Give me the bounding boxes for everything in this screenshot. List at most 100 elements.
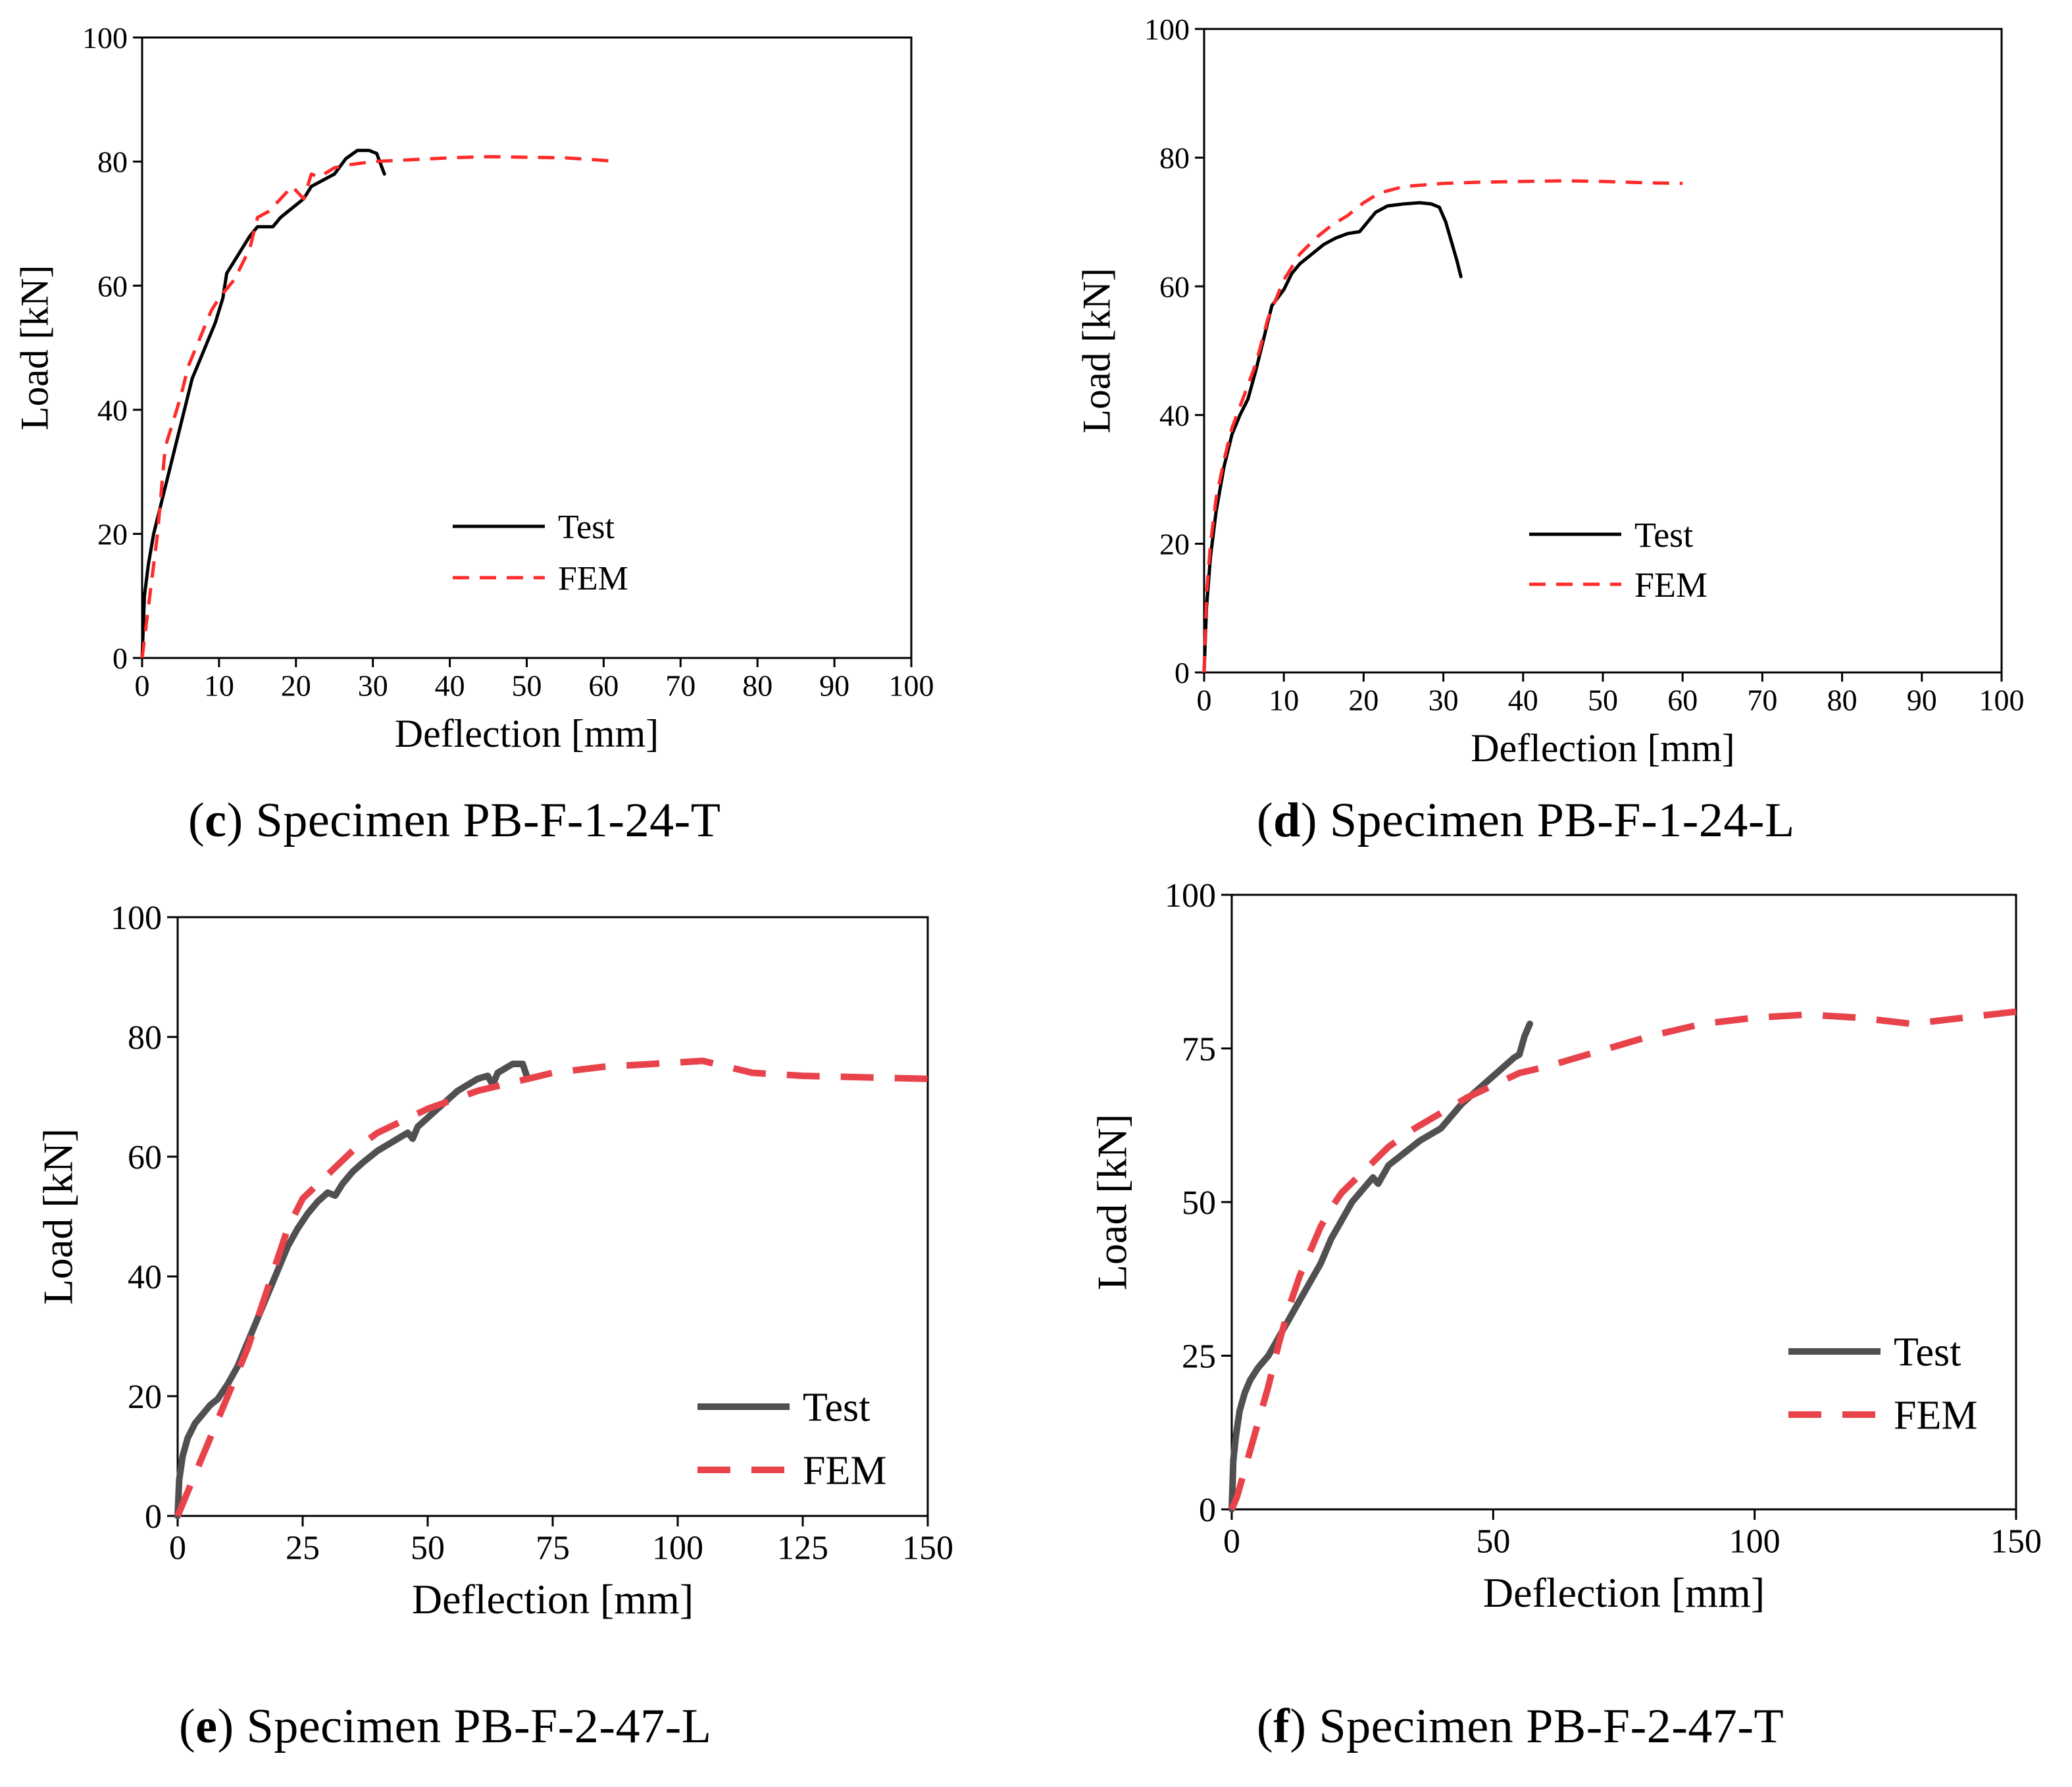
legend-label-fem: FEM <box>803 1449 886 1494</box>
panel-e: 0 25 50 75 100 125 150 0 20 40 60 80 100 Deflection [… <box>0 868 1036 1787</box>
chart-c-x-tick-label: 20 <box>281 669 311 703</box>
caption-f: (f) Specimen PB-F-2-47-T <box>1257 1699 1784 1753</box>
chart-e-x-tick-label: 100 <box>652 1529 703 1567</box>
chart-c-x-tick-label: 80 <box>742 669 772 703</box>
chart-e-y-axis-title: Load [kN] <box>35 1128 82 1305</box>
chart-d-x-tick-label: 10 <box>1269 684 1299 717</box>
chart-d-x-tick-label: 100 <box>1979 684 2025 717</box>
chart-c-y-tick-label: 20 <box>97 518 128 551</box>
chart-f-x-tick-label: 150 <box>1990 1523 2042 1560</box>
chart-e: 0 25 50 75 100 125 150 0 20 40 60 80 100 Deflection [… <box>35 899 953 1623</box>
chart-e-y-tick-label: 20 <box>128 1378 162 1416</box>
chart-e-y-tick-label: 80 <box>128 1019 162 1057</box>
chart-e-series-test-line <box>174 1061 531 1519</box>
chart-e-x-tick-label: 50 <box>411 1529 445 1567</box>
caption-e: (e) Specimen PB-F-2-47-L <box>179 1699 712 1753</box>
chart-c-plot-frame <box>141 36 913 659</box>
chart-d-y-tick-label: 20 <box>1159 528 1190 561</box>
caption-text: Specimen PB-F-2-47-L <box>246 1699 712 1753</box>
chart-c-y-axis-title: Load [kN] <box>13 265 56 431</box>
chart-d-x-tick-label: 70 <box>1747 684 1777 717</box>
chart-f: 0 50 100 150 0 25 50 75 100 Deflection [mm] Load [… <box>1089 877 2042 1616</box>
chart-c-y-tick-label: 60 <box>97 269 128 303</box>
chart-e-y-tick-label: 40 <box>128 1259 162 1296</box>
chart-e-x-tick-label: 125 <box>777 1529 828 1567</box>
chart-c-x-tick-label: 70 <box>665 669 695 703</box>
chart-f-x-tick-label: 50 <box>1476 1523 1510 1560</box>
chart-d-y-tick-label: 40 <box>1159 399 1190 432</box>
chart-c-x-tick-label: 0 <box>135 669 150 703</box>
chart-c-y-tick-label: 40 <box>97 393 128 427</box>
chart-d-y-tick-label: 60 <box>1159 270 1190 303</box>
chart-f-series-test-line <box>1228 1020 1533 1513</box>
chart-d-x-tick-label: 0 <box>1197 684 1212 717</box>
chart-c-x-tick-label: 30 <box>358 669 388 703</box>
chart-f-y-tick-label: 100 <box>1165 877 1216 915</box>
chart-f-y-axis-title: Load [kN] <box>1089 1114 1136 1290</box>
chart-e-x-axis-title: Deflection [mm] <box>412 1576 694 1623</box>
chart-f-x-tick-label: 0 <box>1223 1523 1240 1560</box>
chart-d-x-tick-label: 90 <box>1907 684 1937 717</box>
legend-label-fem: FEM <box>558 560 628 597</box>
chart-e-series-fem-line <box>174 1057 928 1517</box>
chart-d: 0 10 20 30 40 50 60 70 80 90 100 0 20 40 60 80 100 Deflec… <box>1074 13 2025 770</box>
chart-d-x-tick-label: 40 <box>1508 684 1538 717</box>
chart-d-y-tick-label: 80 <box>1159 141 1190 175</box>
chart-f-x-axis-title: Deflection [mm] <box>1483 1569 1765 1616</box>
chart-d-series-test-line <box>1202 201 1463 674</box>
chart-d-x-tick-label: 30 <box>1428 684 1459 717</box>
chart-f-y-tick-label: 25 <box>1182 1338 1216 1376</box>
chart-e-y-tick-label: 60 <box>128 1139 162 1176</box>
chart-d-y-tick-label: 100 <box>1144 13 1190 46</box>
caption-letter: c <box>205 793 227 847</box>
caption-letter: d <box>1273 793 1301 847</box>
chart-e-x-tick-label: 25 <box>286 1529 320 1567</box>
chart-f-x-tick-label: 100 <box>1729 1523 1781 1560</box>
chart-c-x-tick-label: 50 <box>512 669 542 703</box>
chart-d-x-tick-label: 80 <box>1827 684 1857 717</box>
caption-c: (c) Specimen PB-F-1-24-T <box>188 793 721 847</box>
chart-c-x-tick-label: 100 <box>889 669 934 703</box>
chart-c-x-tick-label: 40 <box>435 669 465 703</box>
chart-e-x-tick-label: 75 <box>536 1529 570 1567</box>
chart-d-y-axis-title: Load [kN] <box>1074 268 1118 434</box>
chart-c-y-tick-label: 100 <box>82 21 128 55</box>
chart-d-x-axis-title: Deflection [mm] <box>1471 726 1735 770</box>
panel-d: 0 10 20 30 40 50 60 70 80 90 100 0 20 40 60 80 100 Deflec… <box>1036 0 2072 868</box>
chart-d-x-tick-label: 20 <box>1348 684 1378 717</box>
legend-label-test: Test <box>1634 515 1693 555</box>
caption-text: Specimen PB-F-2-47-T <box>1319 1699 1784 1753</box>
chart-d-x-tick-label: 60 <box>1667 684 1698 717</box>
caption-d: (d) Specimen PB-F-1-24-L <box>1257 793 1795 847</box>
chart-c: 0 10 20 30 40 50 60 70 80 90 100 0 20 40 60 80 100 Deflec… <box>13 21 934 755</box>
chart-e-x-tick-label: 0 <box>169 1529 186 1567</box>
chart-c-series-test-line <box>140 149 386 660</box>
legend-label-test: Test <box>1894 1330 1961 1375</box>
caption-letter: f <box>1273 1699 1290 1753</box>
chart-c-x-tick-label: 60 <box>588 669 619 703</box>
chart-d-y-tick-label: 0 <box>1175 656 1190 690</box>
chart-c-x-tick-label: 90 <box>819 669 849 703</box>
chart-d-plot-frame <box>1203 28 2003 674</box>
chart-e-y-tick-label: 100 <box>111 899 162 937</box>
chart-e-x-tick-label: 150 <box>902 1529 953 1567</box>
chart-c-x-axis-title: Deflection [mm] <box>395 712 659 755</box>
chart-d-series-fem-line <box>1202 179 1683 673</box>
caption-text: Specimen PB-F-1-24-T <box>255 793 721 847</box>
chart-c-x-tick-label: 10 <box>204 669 234 703</box>
chart-c-series-fem-line <box>140 155 616 659</box>
legend-label-test: Test <box>803 1386 870 1430</box>
legend-label-fem: FEM <box>1894 1394 1977 1438</box>
caption-letter: e <box>195 1699 218 1753</box>
chart-f-y-tick-label: 75 <box>1182 1031 1216 1069</box>
chart-f-y-tick-label: 50 <box>1182 1184 1216 1222</box>
legend-label-test: Test <box>558 509 615 546</box>
chart-f-series-fem-line <box>1228 1008 2017 1511</box>
chart-f-y-tick-label: 0 <box>1199 1492 1216 1529</box>
chart-e-y-tick-label: 0 <box>145 1498 162 1536</box>
legend-label-fem: FEM <box>1634 565 1707 605</box>
chart-c-y-tick-label: 80 <box>97 145 128 179</box>
panel-c: 0 10 20 30 40 50 60 70 80 90 100 0 20 40 60 80 100 Deflec… <box>0 0 1036 868</box>
chart-d-x-tick-label: 50 <box>1588 684 1618 717</box>
